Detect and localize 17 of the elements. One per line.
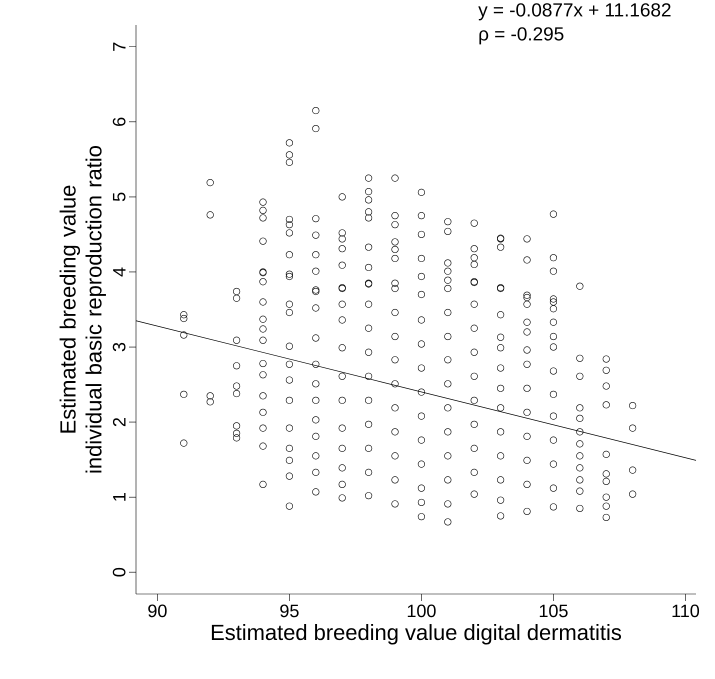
x-tick-label: 110 xyxy=(672,604,700,618)
y-axis-title: Estimated breeding value individual basic reproduction ratio xyxy=(60,146,106,472)
y-tick-label: 2 xyxy=(112,418,126,426)
y-tick-label: 4 xyxy=(113,267,126,277)
y-tick-label: 1 xyxy=(113,493,126,501)
x-tick-label: 100 xyxy=(408,604,436,618)
y-tick-label: 6 xyxy=(112,118,126,126)
y-tick-label: 0 xyxy=(112,568,126,577)
x-axis-title: Estimated breeding value digital dermatitis xyxy=(212,624,622,644)
y-tick-label: 5 xyxy=(112,192,126,202)
x-tick-label: 95 xyxy=(280,604,299,618)
annotation: ρ = -0.295 xyxy=(479,27,564,44)
text: y = -0.0877x + 11.1682 xyxy=(478,3,671,20)
x-tick-label: 105 xyxy=(540,604,568,618)
x-tick-label: 90 xyxy=(148,604,167,618)
y-tick-label: 3 xyxy=(112,342,126,352)
y-tick-label: 7 xyxy=(113,42,126,51)
